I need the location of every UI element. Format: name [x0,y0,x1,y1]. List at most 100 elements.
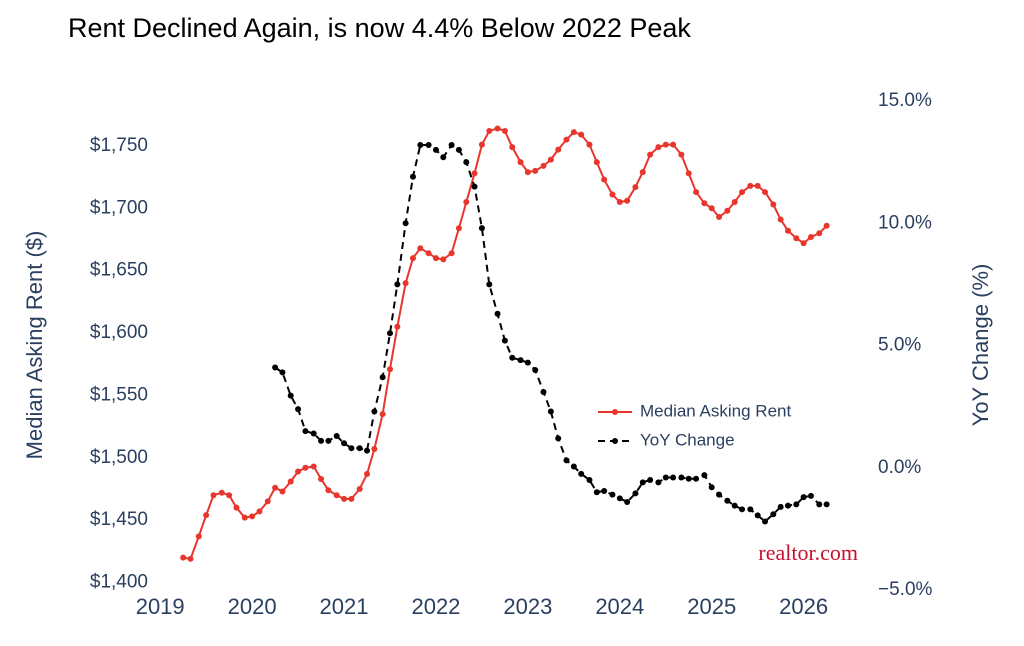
data-point [287,392,294,399]
data-point [662,474,669,481]
data-point [739,189,746,196]
data-point [754,182,761,189]
data-point [341,495,348,502]
data-point [655,479,662,486]
data-point [417,245,424,252]
x-tick-label: 2025 [687,594,736,619]
data-point [425,142,432,149]
series-line [274,143,827,523]
data-point [494,125,501,132]
data-point [333,492,340,499]
x-tick-label: 2023 [503,594,552,619]
data-point [249,513,256,520]
data-point [578,131,585,138]
data-point [195,533,202,540]
data-point [471,183,478,190]
data-point [440,256,447,263]
data-point [716,214,723,221]
data-point [708,205,715,212]
data-point [770,511,777,518]
data-point [318,475,325,482]
data-point [295,468,302,475]
data-point [800,494,807,501]
data-point [570,129,577,136]
legend-label: Median Asking Rent [640,401,791,420]
data-point [547,156,554,163]
data-point [639,169,646,176]
legend-marker [612,409,618,415]
data-point [501,337,508,344]
data-point [601,487,608,494]
data-point [455,146,462,153]
data-point [471,170,478,177]
data-point [770,201,777,208]
y-tick-label: $1,550 [90,384,148,405]
y-axis-label: Median Asking Rent ($) [22,231,47,460]
data-point [478,141,485,148]
data-point [310,463,317,470]
data-point [586,141,593,148]
data-point [486,127,493,134]
data-point [807,233,814,240]
y2-tick-label: 0.0% [878,457,921,478]
x-tick-label: 2020 [228,594,277,619]
data-point [731,199,738,206]
x-tick-label: 2024 [595,594,644,619]
data-point [693,475,700,482]
data-point [647,151,654,158]
data-point [509,144,516,151]
data-point [616,495,623,502]
data-point [716,491,723,498]
data-point [762,189,769,196]
data-point [678,151,685,158]
data-point [226,492,233,499]
data-point [555,146,562,153]
data-point [310,430,317,437]
data-point [218,489,225,496]
data-point [394,281,401,288]
data-point [647,476,654,483]
data-point [417,142,424,149]
data-point [279,369,286,376]
data-point [233,504,240,511]
data-point [593,159,600,166]
data-point [570,463,577,470]
data-point [724,207,731,214]
data-point [279,488,286,495]
data-point [701,472,708,479]
y-tick-label: $1,500 [90,447,148,468]
y2-tick-label: −5.0% [878,579,933,600]
data-point [432,146,439,153]
data-point [785,502,792,509]
data-point [409,255,416,262]
data-point [509,354,516,361]
data-point [685,170,692,177]
data-point [379,374,386,381]
data-point [272,484,279,491]
data-point [639,479,646,486]
x-tick-label: 2026 [779,594,828,619]
data-point [586,476,593,483]
data-point [747,182,754,189]
data-point [670,141,677,148]
legend-label: YoY Change [640,430,735,449]
data-point [816,230,823,237]
data-point [800,240,807,247]
data-point [739,506,746,513]
data-point [555,435,562,442]
data-point [371,408,378,415]
y2-axis-label: YoY Change (%) [968,264,993,427]
data-point [655,144,662,151]
data-point [632,184,639,191]
legend-marker [612,438,618,444]
data-point [670,474,677,481]
data-point [501,127,508,134]
y-tick-label: $1,650 [90,260,148,281]
data-point [816,501,823,508]
chart-title: Rent Declined Again, is now 4.4% Below 2… [68,13,691,43]
data-point [807,492,814,499]
data-point [256,508,263,515]
data-point [494,310,501,317]
series-line [183,127,828,560]
